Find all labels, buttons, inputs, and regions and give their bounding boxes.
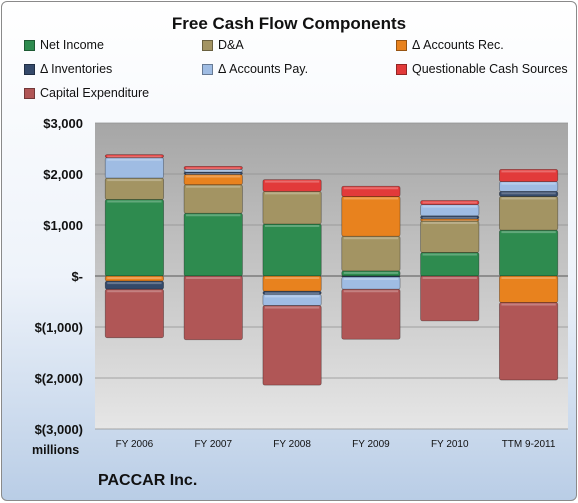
bar-segment (499, 196, 557, 230)
bar-highlight (107, 159, 161, 161)
bar-highlight (501, 277, 555, 279)
bar-highlight (265, 295, 319, 297)
bar-highlight (423, 277, 477, 279)
bar-highlight (423, 220, 477, 221)
bar-highlight (501, 231, 555, 233)
y-tick-label: $2,000 (43, 167, 83, 182)
y-tick-label: $(3,000) (35, 422, 83, 437)
bar-highlight (344, 290, 398, 292)
bar-highlight (107, 156, 161, 158)
bar-highlight (344, 197, 398, 199)
bar-highlight (344, 272, 398, 274)
y-axis-unit-label: millions (32, 443, 79, 457)
bar-segment (263, 306, 321, 386)
x-category-label: FY 2006 (116, 439, 154, 450)
x-category-label: FY 2009 (352, 439, 390, 450)
y-tick-label: $1,000 (43, 218, 83, 233)
bar-highlight (344, 237, 398, 239)
bar-segment (421, 276, 479, 321)
bar-highlight (186, 170, 240, 172)
bar-segment (342, 196, 400, 236)
bar-segment (184, 276, 242, 340)
bar-highlight (265, 307, 319, 309)
bar-highlight (186, 277, 240, 279)
bar-segment (421, 253, 479, 276)
bar-highlight (501, 197, 555, 199)
bar-segment (342, 289, 400, 339)
bar-segment (499, 230, 557, 276)
bar-highlight (186, 173, 240, 175)
bar-segment (105, 158, 163, 178)
bar-highlight (107, 277, 161, 279)
y-tick-label: $(1,000) (35, 320, 83, 335)
bar-highlight (186, 176, 240, 178)
bar-highlight (107, 179, 161, 181)
bar-segment (105, 289, 163, 337)
bar-highlight (265, 225, 319, 227)
bar-highlight (107, 290, 161, 292)
bar-highlight (423, 222, 477, 224)
y-tick-label: $(2,000) (35, 371, 83, 386)
bar-highlight (265, 192, 319, 194)
bar-highlight (265, 277, 319, 279)
bar-segment (263, 224, 321, 276)
bar-highlight (423, 202, 477, 204)
bar-segment (184, 213, 242, 276)
bar-highlight (186, 167, 240, 169)
bar-highlight (501, 304, 555, 306)
bar-segment (263, 191, 321, 224)
x-category-label: TTM 9-2011 (502, 439, 556, 450)
x-category-label: FY 2008 (273, 439, 311, 450)
bar-highlight (344, 187, 398, 189)
company-name: PACCAR Inc. (98, 472, 197, 490)
bar-highlight (265, 181, 319, 183)
bar-highlight (501, 192, 555, 194)
bar-highlight (501, 170, 555, 172)
bar-segment (499, 276, 557, 303)
y-tick-label: $- (71, 269, 83, 284)
bar-highlight (344, 278, 398, 280)
bar-highlight (186, 186, 240, 188)
x-category-label: FY 2010 (431, 439, 469, 450)
bar-segment (184, 185, 242, 214)
bar-highlight (186, 214, 240, 216)
bar-segment (499, 303, 557, 381)
y-tick-label: $3,000 (43, 116, 83, 131)
x-category-label: FY 2007 (194, 439, 232, 450)
bar-highlight (501, 183, 555, 185)
bar-segment (421, 221, 479, 253)
bar-segment (342, 236, 400, 271)
bar-highlight (423, 206, 477, 208)
bar-highlight (107, 201, 161, 203)
bar-highlight (423, 217, 477, 219)
bar-highlight (423, 254, 477, 256)
bar-segment (105, 178, 163, 199)
bar-segment (105, 200, 163, 277)
bar-highlight (107, 282, 161, 284)
